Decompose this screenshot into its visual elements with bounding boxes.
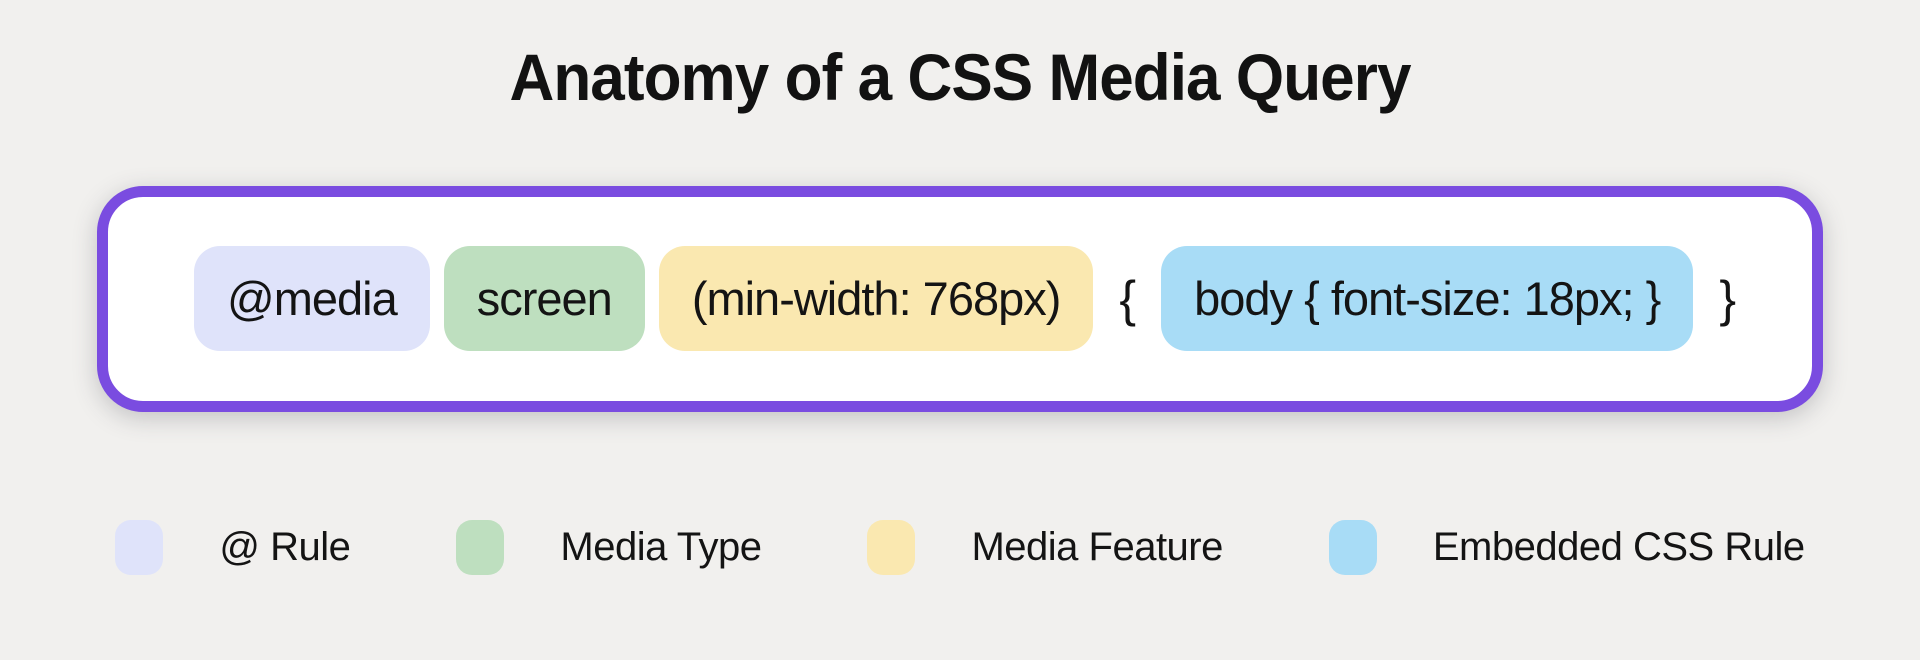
at-rule-swatch — [115, 519, 164, 575]
legend-label: Media Feature — [971, 524, 1223, 569]
legend-item-embedded-css-rule: Embedded CSS Rule — [1328, 519, 1805, 575]
token-at-rule: @media — [194, 246, 430, 352]
legend: @ Rule Media Type Media Feature Embedded… — [0, 519, 1920, 575]
legend-item-media-feature: Media Feature — [867, 519, 1223, 575]
legend-item-media-type: Media Type — [456, 519, 762, 575]
legend-label: Embedded CSS Rule — [1432, 524, 1805, 569]
media-type-swatch — [456, 519, 505, 575]
embedded-css-rule-swatch — [1328, 519, 1377, 575]
token-embedded-css-rule: body { font-size: 18px; } — [1161, 246, 1694, 352]
token-row: @media screen (min-width: 768px) { body { fo… — [194, 246, 1747, 352]
close-brace-text: } — [1719, 270, 1736, 327]
media-query-box: @media screen (min-width: 768px) { body { fo… — [97, 185, 1823, 412]
legend-label: Media Type — [560, 524, 762, 569]
page-title: Anatomy of a CSS Media Query — [509, 40, 1411, 114]
token-media-type: screen — [443, 246, 645, 352]
token-media-feature: (min-width: 768px) — [658, 246, 1094, 352]
media-feature-swatch — [867, 519, 916, 575]
open-brace-text: { — [1119, 270, 1136, 327]
legend-item-at-rule: @ Rule — [115, 519, 351, 575]
legend-label: @ Rule — [219, 524, 351, 569]
